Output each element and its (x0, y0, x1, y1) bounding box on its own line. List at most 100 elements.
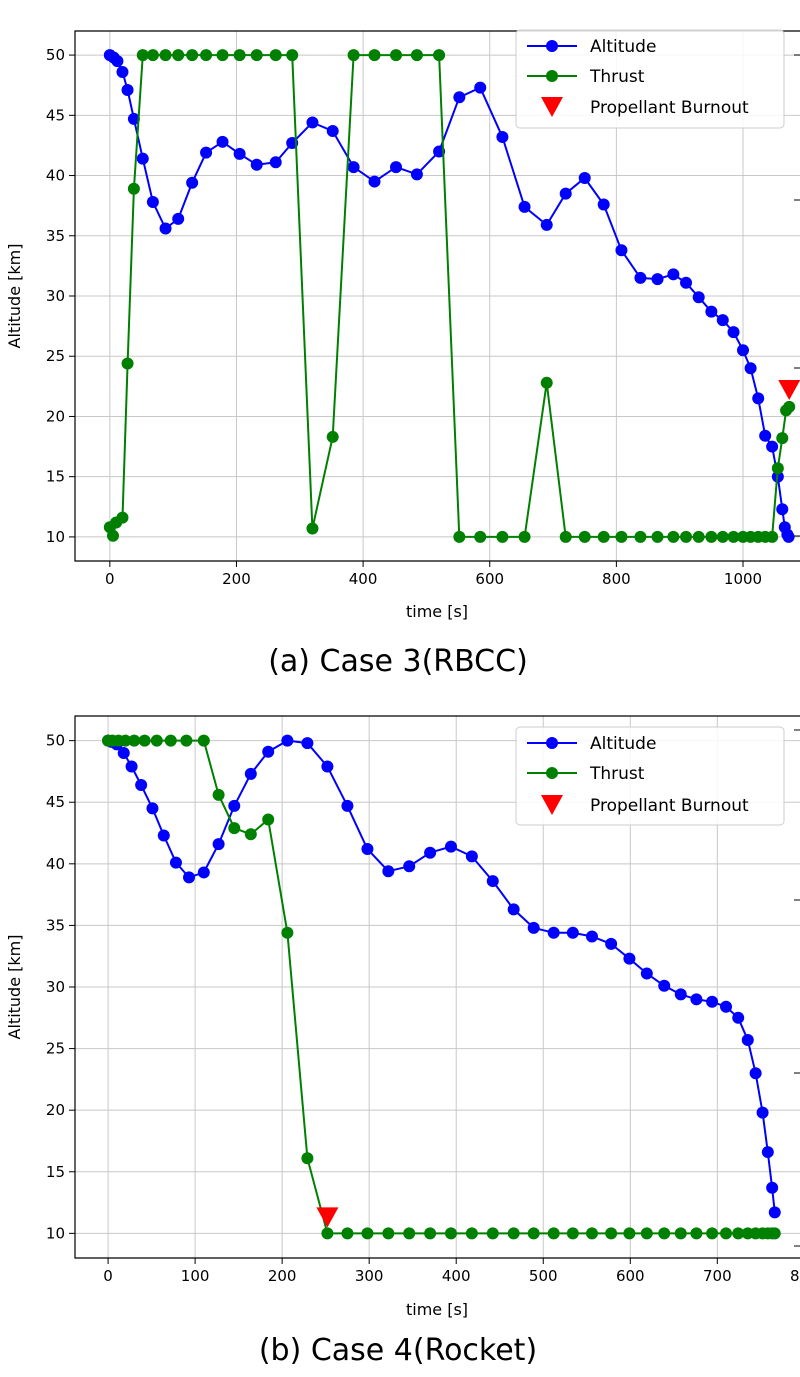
thrust-point (540, 376, 553, 389)
thrust-point (368, 49, 381, 62)
altitude-point (281, 734, 294, 747)
thrust-point (119, 734, 132, 747)
altitude-point (776, 503, 789, 516)
thrust-point (667, 530, 680, 543)
y-tick-label: 10 (46, 1224, 65, 1242)
altitude-point (146, 196, 159, 209)
thrust-point (585, 1227, 598, 1240)
altitude-point (474, 81, 487, 94)
altitude-point (578, 171, 591, 184)
thrust-point (361, 1227, 374, 1240)
y-tick-label: 35 (46, 916, 65, 934)
thrust-point (623, 1227, 636, 1240)
altitude-point (146, 802, 159, 815)
thrust-point (159, 49, 172, 62)
altitude-point (766, 440, 779, 453)
y-tick-label: 50 (46, 46, 65, 64)
thrust-point (424, 1227, 437, 1240)
y-tick-label: 40 (46, 167, 65, 185)
thrust-point (250, 49, 263, 62)
y-tick-label: 15 (46, 468, 65, 486)
altitude-point (212, 838, 225, 851)
x-tick-label: 800 (790, 1267, 800, 1285)
altitude-point (690, 993, 703, 1006)
thrust-point (403, 1227, 416, 1240)
altitude-point (507, 903, 520, 916)
x-tick-label: 600 (616, 1267, 645, 1285)
thrust-point (496, 530, 509, 543)
legend-burnout-marker (541, 795, 563, 815)
altitude-point (705, 305, 718, 318)
thrust-point (200, 49, 213, 62)
altitude-point (756, 1106, 769, 1119)
altitude-point (116, 65, 129, 78)
thrust-point (674, 1227, 687, 1240)
x-tick-label: 600 (475, 570, 504, 588)
x-tick-label: 200 (268, 1267, 297, 1285)
altitude-point (301, 737, 314, 750)
altitude-point (186, 176, 199, 189)
thrust-point (692, 530, 705, 543)
legend-altitude-marker (546, 40, 558, 52)
x-tick-label: 0 (103, 1267, 113, 1285)
thrust-point (186, 49, 199, 62)
altitude-point (444, 840, 457, 853)
altitude-point (674, 988, 687, 1001)
x-tick-label: 1000 (724, 570, 762, 588)
thrust-point (453, 530, 466, 543)
x-tick-label: 0 (105, 570, 115, 588)
altitude-point (321, 760, 334, 773)
altitude-point (127, 112, 140, 125)
altitude-point (727, 326, 740, 339)
legend: Altitude Thrust Propellant Burnout (515, 726, 785, 826)
thrust-point (106, 529, 119, 542)
legend-thrust-label: Thrust (589, 67, 645, 87)
x-tick-label: 300 (355, 1267, 384, 1285)
thrust-point (228, 822, 241, 835)
thrust-point (597, 530, 610, 543)
y-tick-label: 25 (46, 1040, 65, 1058)
chart-marks (103, 49, 800, 543)
thrust-point (233, 49, 246, 62)
altitude-point (623, 952, 636, 965)
altitude-point (680, 276, 693, 289)
altitude-point (347, 161, 360, 174)
altitude-point (741, 1033, 754, 1046)
axis-ticks: 0 200 400 600 800 1000 10 15 20 25 30 35 40 45 50 (46, 46, 762, 588)
altitude-point (233, 147, 246, 160)
thrust-point (301, 1152, 314, 1165)
thrust-point (262, 813, 275, 826)
propellant-burnout-marker (778, 379, 800, 400)
thrust-point (286, 49, 299, 62)
thrust-point (771, 462, 784, 475)
altitude-point (382, 865, 395, 878)
thrust-point (128, 734, 141, 747)
chart-caption: (a) Case 3(RBCC) (268, 644, 528, 679)
thrust-point (465, 1227, 478, 1240)
thrust-point (281, 926, 294, 939)
thrust-point (138, 734, 151, 747)
altitude-point (692, 291, 705, 304)
legend-altitude-marker (546, 737, 558, 749)
altitude-point (250, 158, 263, 171)
altitude-point (465, 850, 478, 863)
thrust-point (116, 511, 129, 524)
altitude-point (615, 244, 628, 257)
y-tick-label: 30 (46, 978, 65, 996)
altitude-point (326, 124, 339, 137)
altitude-point (752, 392, 765, 405)
thrust-point (706, 1227, 719, 1240)
right-axis-ticks (794, 54, 800, 537)
thrust-point (720, 1227, 733, 1240)
thrust-point (444, 1227, 457, 1240)
thrust-point (390, 49, 403, 62)
legend-thrust-marker (546, 767, 558, 779)
chart-caption: (b) Case 4(Rocket) (259, 1333, 537, 1368)
thrust-point (433, 49, 446, 62)
chart-case3-rbcc: 0 200 400 600 800 1000 10 15 20 25 30 35 40 45 50 time… (5, 29, 800, 679)
altitude-point (658, 979, 671, 992)
altitude-point (200, 146, 213, 159)
altitude-point (269, 156, 282, 169)
chart-marks (102, 734, 781, 1240)
legend-box (515, 29, 785, 129)
